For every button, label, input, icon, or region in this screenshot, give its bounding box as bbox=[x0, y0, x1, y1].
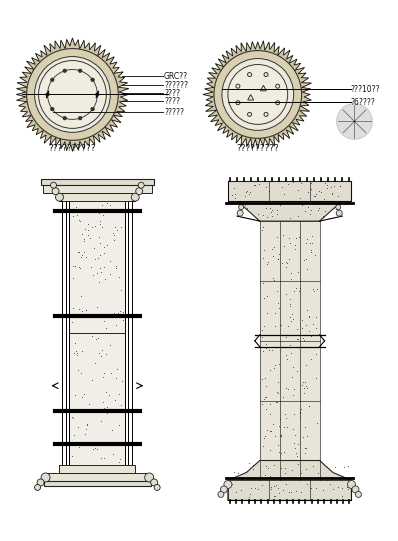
Circle shape bbox=[218, 491, 224, 497]
Circle shape bbox=[154, 484, 160, 491]
Bar bbox=[260, 221, 320, 460]
Polygon shape bbox=[16, 38, 129, 151]
Circle shape bbox=[78, 69, 82, 72]
Circle shape bbox=[222, 58, 294, 130]
Circle shape bbox=[347, 480, 355, 489]
Circle shape bbox=[41, 473, 50, 482]
Circle shape bbox=[336, 204, 341, 210]
Circle shape bbox=[63, 69, 66, 72]
Circle shape bbox=[37, 479, 44, 486]
Circle shape bbox=[336, 210, 342, 216]
Circle shape bbox=[91, 78, 94, 82]
Bar bbox=[43, 185, 152, 193]
Circle shape bbox=[337, 103, 373, 140]
Circle shape bbox=[27, 49, 118, 140]
Polygon shape bbox=[203, 41, 311, 149]
Text: ??????????: ?????????? bbox=[49, 144, 96, 153]
Text: ??????: ?????? bbox=[164, 81, 188, 90]
Bar bbox=[70, 201, 125, 465]
Bar bbox=[59, 465, 135, 473]
Circle shape bbox=[96, 93, 99, 96]
Bar bbox=[43, 481, 151, 486]
Circle shape bbox=[145, 473, 154, 482]
Polygon shape bbox=[237, 201, 342, 221]
Text: ????: ???? bbox=[164, 97, 180, 106]
Circle shape bbox=[138, 182, 144, 188]
Circle shape bbox=[214, 50, 302, 138]
Circle shape bbox=[51, 182, 57, 188]
Text: ?????????: ????????? bbox=[236, 144, 279, 153]
Circle shape bbox=[355, 491, 361, 497]
Text: GRC??: GRC?? bbox=[164, 72, 188, 81]
Circle shape bbox=[352, 486, 359, 493]
Bar bbox=[41, 179, 154, 185]
Circle shape bbox=[91, 107, 94, 111]
Circle shape bbox=[237, 210, 243, 216]
Circle shape bbox=[228, 64, 288, 124]
Text: ???10??: ???10?? bbox=[351, 85, 380, 94]
Circle shape bbox=[220, 486, 227, 493]
Polygon shape bbox=[228, 460, 351, 500]
Circle shape bbox=[51, 78, 54, 82]
Circle shape bbox=[35, 57, 110, 133]
Circle shape bbox=[131, 193, 139, 201]
Circle shape bbox=[55, 193, 63, 201]
Circle shape bbox=[51, 107, 54, 111]
Circle shape bbox=[78, 116, 82, 120]
Circle shape bbox=[52, 188, 59, 195]
Circle shape bbox=[239, 204, 244, 210]
Circle shape bbox=[151, 479, 158, 486]
Bar bbox=[59, 193, 135, 201]
Circle shape bbox=[35, 484, 41, 491]
Bar bbox=[228, 181, 351, 201]
Bar bbox=[45, 473, 149, 481]
Circle shape bbox=[63, 116, 66, 120]
Text: ?????: ????? bbox=[164, 108, 184, 117]
Text: ?6????: ?6???? bbox=[351, 98, 375, 107]
Circle shape bbox=[136, 188, 143, 195]
Circle shape bbox=[224, 480, 232, 489]
Circle shape bbox=[46, 93, 49, 96]
Text: ????: ???? bbox=[164, 89, 180, 98]
Circle shape bbox=[39, 61, 106, 128]
